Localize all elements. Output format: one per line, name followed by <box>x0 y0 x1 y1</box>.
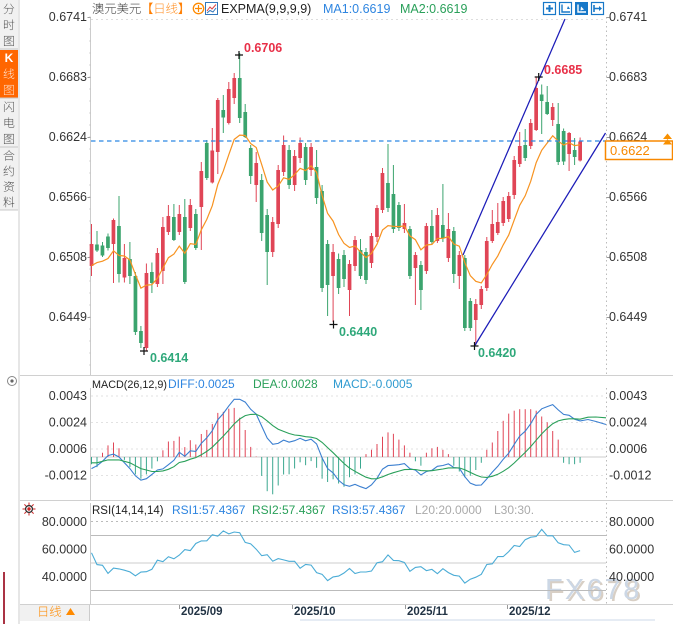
svg-text:0.0006: 0.0006 <box>609 442 647 456</box>
svg-text:0.6622: 0.6622 <box>610 143 650 158</box>
svg-text:0.6508: 0.6508 <box>609 250 647 264</box>
svg-text:0.0006: 0.0006 <box>49 442 87 456</box>
svg-text:40.0000: 40.0000 <box>42 570 87 584</box>
svg-text:0.0043: 0.0043 <box>609 389 647 403</box>
svg-text:0.6741: 0.6741 <box>609 10 647 24</box>
svg-text:0.6624: 0.6624 <box>49 130 87 144</box>
svg-text:2025/12: 2025/12 <box>509 606 551 618</box>
svg-text:-0.0012: -0.0012 <box>45 469 87 483</box>
svg-text:0.0043: 0.0043 <box>49 389 87 403</box>
svg-text:EXPMA(9,9,9,9): EXPMA(9,9,9,9) <box>221 2 311 16</box>
svg-text:60.0000: 60.0000 <box>42 543 87 557</box>
svg-text:0.6449: 0.6449 <box>49 310 87 324</box>
svg-text:0.6508: 0.6508 <box>49 250 87 264</box>
svg-text:MACD:-0.0005: MACD:-0.0005 <box>333 377 413 391</box>
svg-text:0.0024: 0.0024 <box>49 416 87 430</box>
svg-text:MACD(26,12,9): MACD(26,12,9) <box>92 379 167 391</box>
svg-text:RSI1:57.4367: RSI1:57.4367 <box>172 503 246 517</box>
svg-text:0.6566: 0.6566 <box>49 190 87 204</box>
svg-text:2025/11: 2025/11 <box>407 606 449 618</box>
svg-text:0.6683: 0.6683 <box>49 70 87 84</box>
svg-text:K: K <box>5 51 14 65</box>
svg-text:2025/09: 2025/09 <box>181 606 223 618</box>
svg-text:0.6420: 0.6420 <box>478 346 516 360</box>
svg-text:40.0000: 40.0000 <box>609 570 654 584</box>
svg-text:0.6741: 0.6741 <box>49 10 87 24</box>
svg-text:0.6706: 0.6706 <box>244 41 282 55</box>
svg-text:RSI3:57.4367: RSI3:57.4367 <box>332 503 406 517</box>
svg-text:L30:30.: L30:30. <box>494 503 534 517</box>
svg-text:FX678: FX678 <box>547 576 643 608</box>
svg-text:-0.0012: -0.0012 <box>609 469 651 483</box>
svg-text:0.6414: 0.6414 <box>150 351 188 365</box>
svg-text:MA1:0.6619: MA1:0.6619 <box>323 2 390 16</box>
svg-text:0.6683: 0.6683 <box>609 70 647 84</box>
svg-text:MA2:0.6619: MA2:0.6619 <box>400 2 467 16</box>
svg-text:0.6449: 0.6449 <box>609 310 647 324</box>
svg-text:2025/10: 2025/10 <box>294 606 336 618</box>
svg-text:DIFF:0.0025: DIFF:0.0025 <box>168 377 235 391</box>
svg-text:0.6566: 0.6566 <box>609 190 647 204</box>
svg-text:0.0024: 0.0024 <box>609 416 647 430</box>
svg-text:RSI(14,14,14): RSI(14,14,14) <box>92 505 164 517</box>
svg-text:0.6440: 0.6440 <box>339 325 377 339</box>
svg-text:RSI2:57.4367: RSI2:57.4367 <box>252 503 326 517</box>
svg-text:80.0000: 80.0000 <box>609 515 654 529</box>
svg-text:80.0000: 80.0000 <box>42 515 87 529</box>
svg-text:DEA:0.0028: DEA:0.0028 <box>253 377 318 391</box>
svg-text:0.6685: 0.6685 <box>544 63 582 77</box>
svg-text:60.0000: 60.0000 <box>609 543 654 557</box>
svg-text:L20:20.0000: L20:20.0000 <box>415 503 482 517</box>
